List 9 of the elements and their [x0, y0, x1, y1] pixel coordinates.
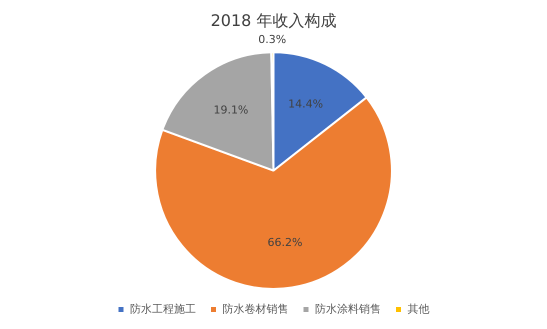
data-label: 14.4%	[288, 97, 324, 110]
chart-title: 2018 年收入构成	[210, 10, 336, 30]
legend-label: 防水涂料销售	[315, 302, 381, 316]
data-label: 0.3%	[258, 33, 286, 46]
data-label: 66.2%	[268, 236, 302, 249]
legend-label: 其他	[408, 302, 430, 316]
legend-label: 防水卷材销售	[222, 302, 288, 316]
data-label: 19.1%	[213, 104, 248, 117]
legend-label: 防水工程施工	[130, 302, 196, 316]
